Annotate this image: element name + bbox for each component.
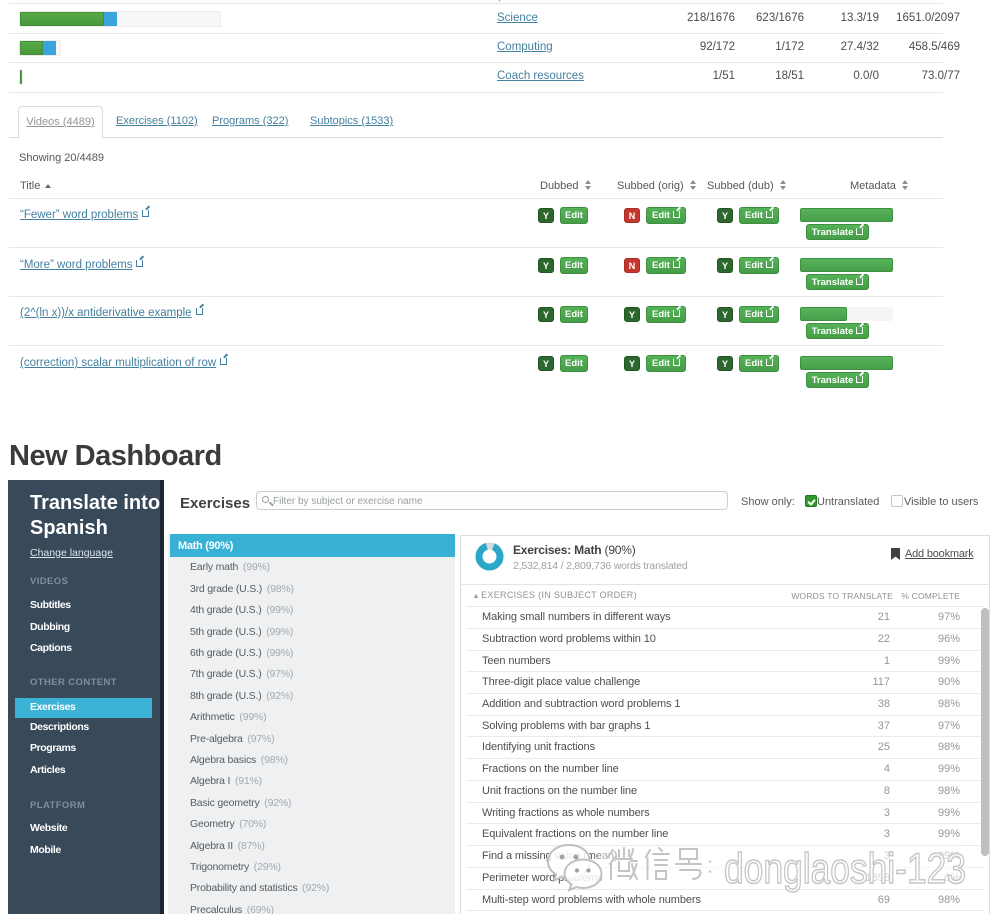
svg-text:donglaoshi-123: donglaoshi-123	[724, 846, 966, 893]
